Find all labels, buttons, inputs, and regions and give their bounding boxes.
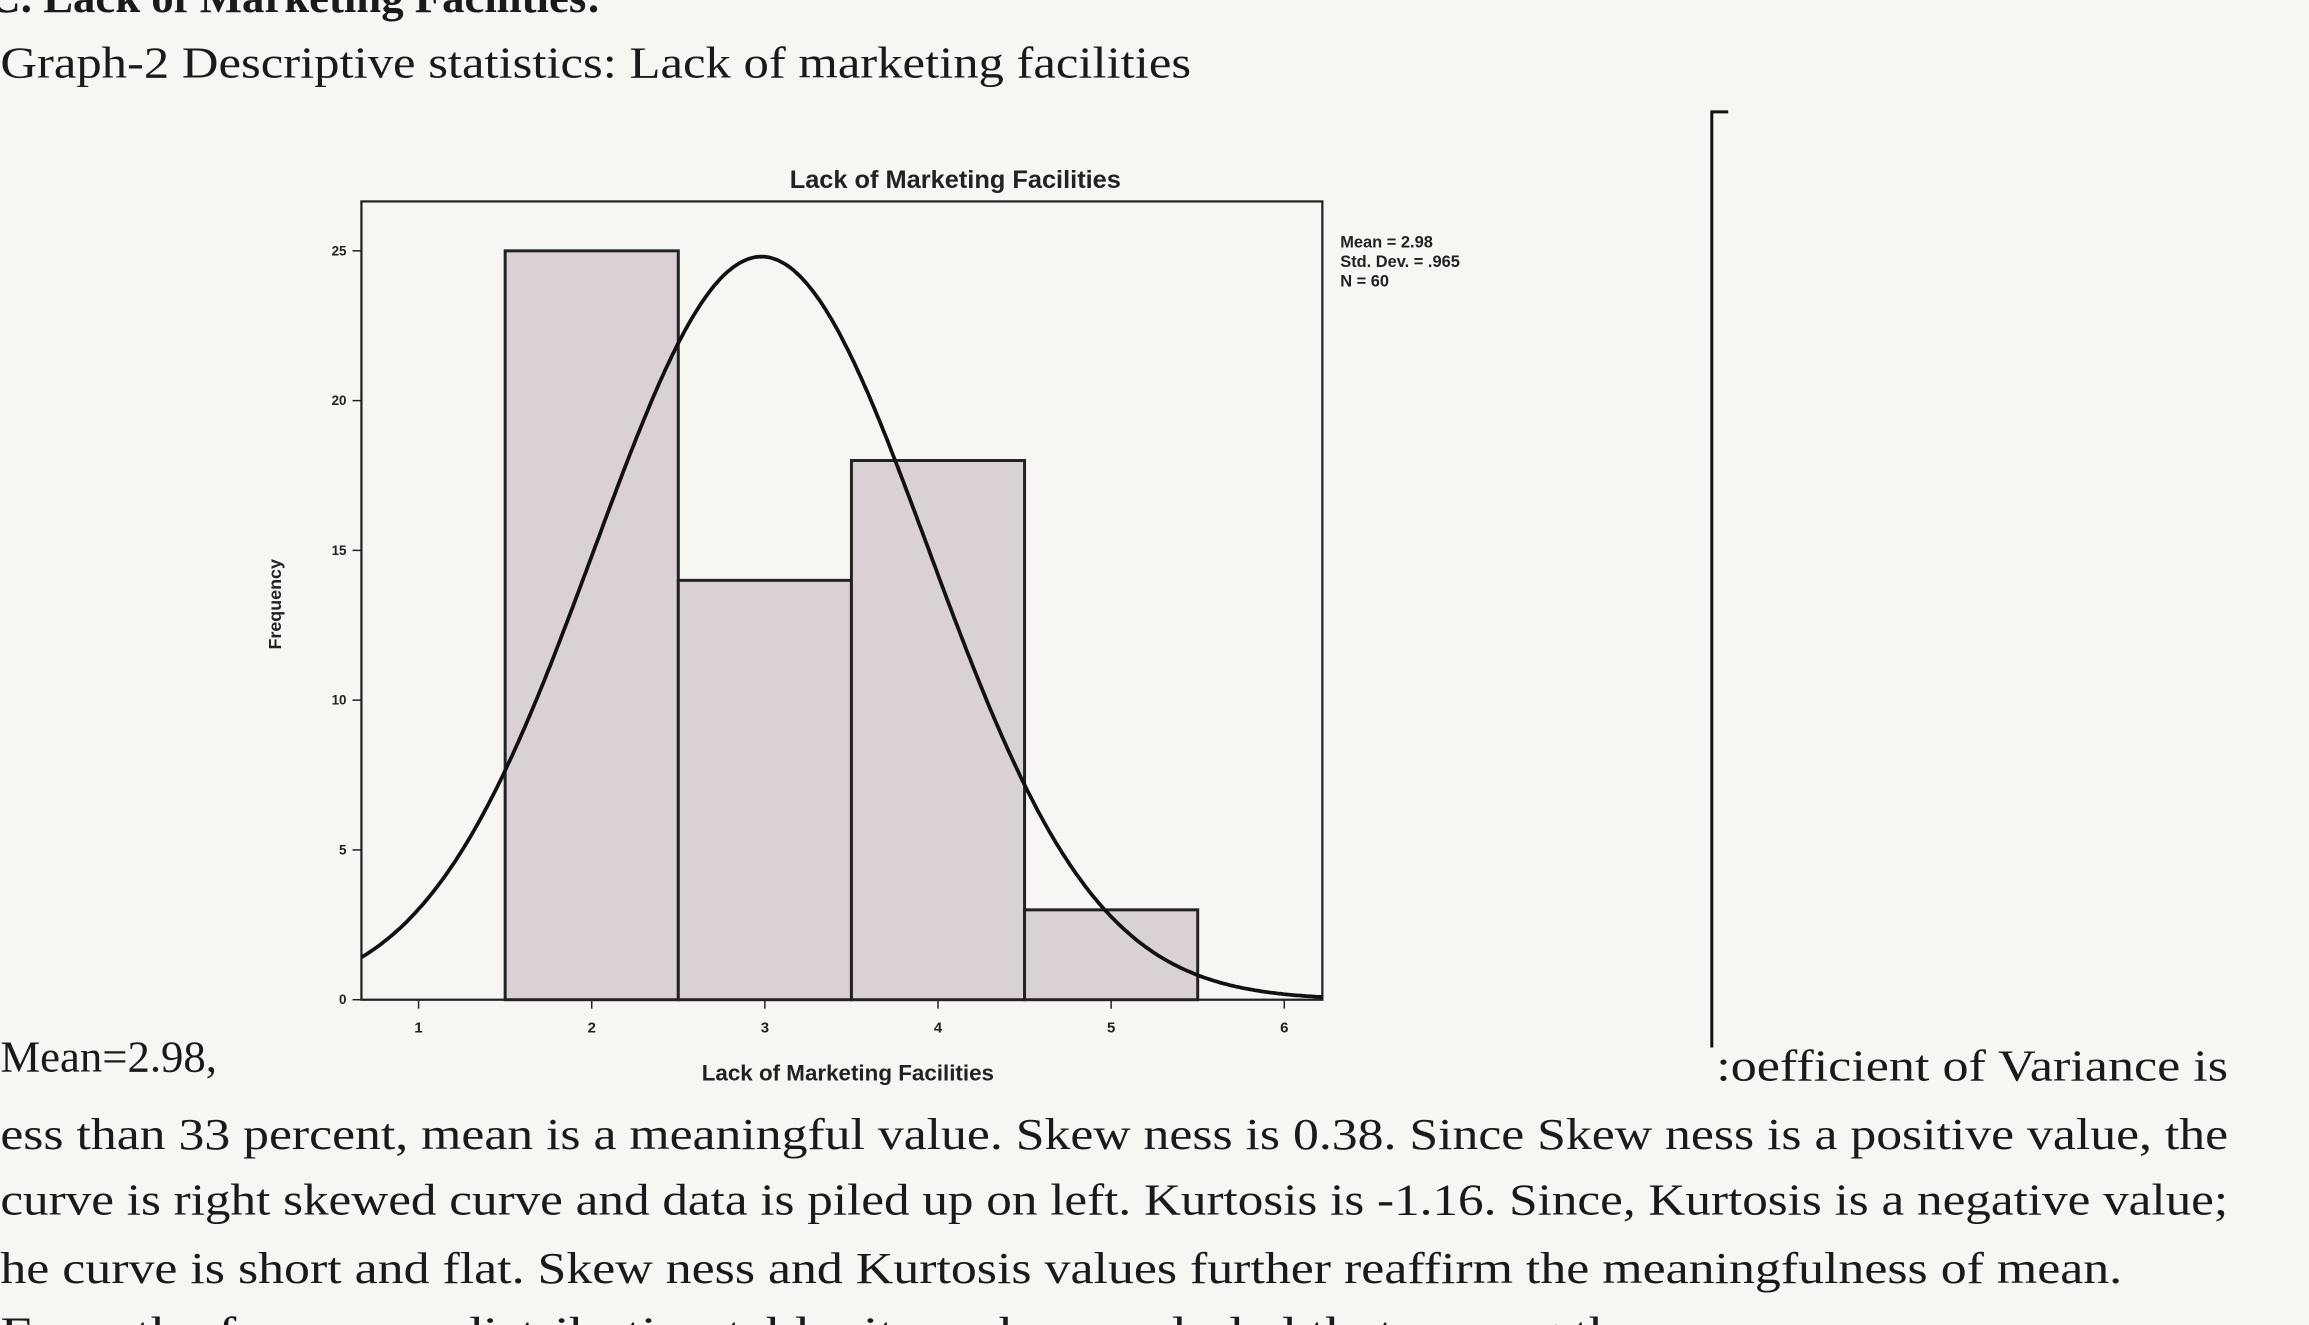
stat-label: Mean = 2.98 [1340,234,1433,252]
y-tick-label: 0 [339,992,346,1007]
x-tick-label: 3 [761,1020,769,1037]
stat-label: Std. Dev. = .965 [1340,253,1460,271]
x-tick-label: 5 [1107,1020,1115,1037]
heading: C. Lack of Marketing Facilities: [0,0,601,22]
bar [676,578,853,1002]
y-tick-label: 15 [332,543,347,558]
y-axis-label: Frequency [265,559,285,650]
bar [503,249,680,1002]
x-tick-label: 1 [414,1020,422,1037]
paragraph-line: From the frequency distribution table, i… [0,1307,1641,1325]
stat-label: N = 60 [1340,272,1389,290]
y-tick-label: 20 [332,393,347,408]
paragraph-right: :oefficient of Variance is [1716,1040,2228,1090]
y-tick-label: 25 [332,243,347,258]
paragraph-line: he curve is short and flat. Skew ness an… [0,1243,2122,1293]
bar [1023,908,1200,1002]
y-tick-label: 5 [339,842,347,857]
caption: Graph-2 Descriptive statistics: Lack of … [0,38,1191,88]
paragraph-line: ess than 33 percent, mean is a meaningfu… [0,1109,2228,1159]
bar [849,459,1027,1002]
bracket-line [1710,110,1729,1048]
chart-title: Lack of Marketing Facilities [790,166,1121,194]
x-tick-label: 6 [1280,1020,1288,1037]
y-tick-label: 10 [332,693,347,708]
x-tick-label: 2 [588,1020,596,1037]
normal-curve [360,254,1323,999]
paragraph-left: Mean=2.98, [0,1031,217,1081]
paragraph-line: curve is right skewed curve and data is … [0,1175,2228,1225]
x-tick-label: 4 [934,1020,943,1037]
x-axis-label: Lack of Marketing Facilities [702,1060,994,1085]
